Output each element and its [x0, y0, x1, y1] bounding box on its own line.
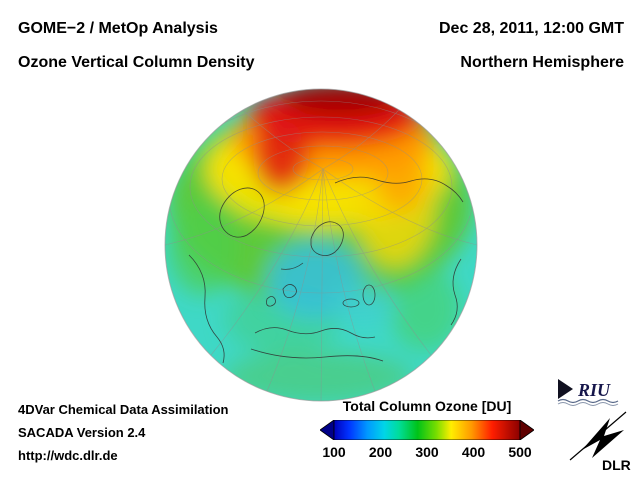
colorbar-body: [333, 420, 521, 440]
tick-100: 100: [322, 444, 346, 460]
riu-waves-icon-2: [557, 402, 619, 406]
product-title: Ozone Vertical Column Density: [18, 54, 255, 71]
assimilation-label: 4DVar Chemical Data Assimilation: [18, 402, 229, 417]
ozone-field: [169, 89, 473, 401]
riu-logo: RIU: [556, 376, 628, 411]
url-label: http://wdc.dlr.de: [18, 448, 118, 463]
analysis-title: GOME−2 / MetOp Analysis: [18, 20, 218, 37]
riu-logo-text: RIU: [577, 380, 611, 400]
region-label: Northern Hemisphere: [460, 54, 624, 71]
tick-400: 400: [461, 444, 486, 460]
header-right: Dec 28, 2011, 12:00 GMT Northern Hemisph…: [439, 12, 624, 80]
globe-map: [164, 88, 478, 402]
riu-logo-graphic: RIU: [557, 379, 619, 406]
tick-300: 300: [415, 444, 439, 460]
footer-credits: 4DVar Chemical Data Assimilation SACADA …: [18, 398, 229, 467]
colorbar-block: Total Column Ozone [DU] 100 200 300 400 …: [320, 398, 534, 462]
colorbar-title: Total Column Ozone [DU]: [342, 398, 512, 414]
tick-500: 500: [508, 444, 532, 460]
riu-waves-icon: [557, 398, 619, 404]
tick-200: 200: [368, 444, 393, 460]
dlr-logo: DLR: [568, 408, 632, 477]
colorbar-right-arrow: [519, 420, 534, 440]
colorbar: [320, 420, 534, 440]
version-label: SACADA Version 2.4: [18, 425, 146, 440]
colorbar-left-arrow: [320, 420, 335, 440]
dlr-swoosh-icon: [582, 418, 624, 458]
globe-container: [163, 87, 479, 403]
dlr-logo-graphic: DLR: [569, 411, 631, 473]
riu-triangle-icon: [558, 379, 573, 399]
globe-limb: [164, 88, 478, 402]
coastlines: [188, 176, 464, 364]
header-left: GOME−2 / MetOp Analysis Ozone Vertical C…: [18, 12, 255, 80]
datetime-label: Dec 28, 2011, 12:00 GMT: [439, 20, 624, 37]
dlr-logo-text: DLR: [602, 457, 631, 472]
colorbar-ticks: 100 200 300 400 500: [320, 444, 534, 462]
